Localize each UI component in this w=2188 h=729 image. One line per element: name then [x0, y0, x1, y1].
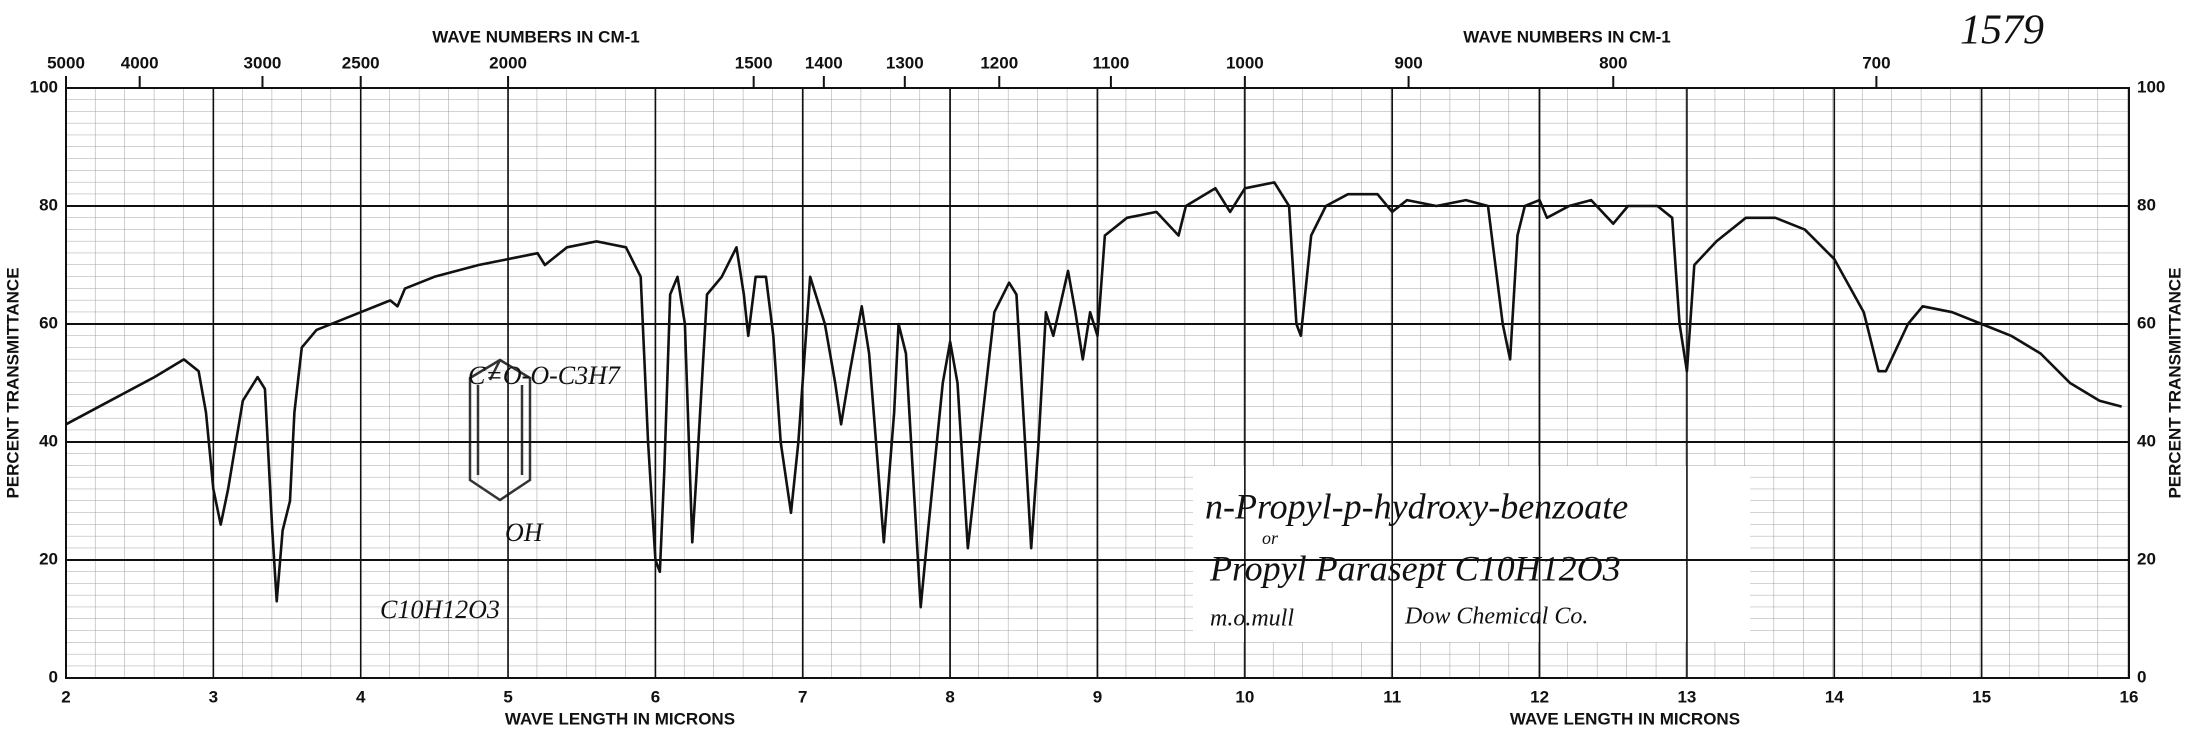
- structure-label: C10H12O3: [380, 595, 500, 624]
- x-tick-label: 12: [1530, 687, 1549, 706]
- x-tick-label: 6: [651, 687, 660, 706]
- annotation: Propyl Parasept C10H12O3: [1209, 548, 1621, 588]
- y-tick-label: 0: [49, 667, 58, 686]
- x2-tick-label: 1500: [735, 53, 773, 72]
- annotation: n-Propyl-p-hydroxy-benzoate: [1205, 486, 1628, 526]
- x2-tick-label: 800: [1599, 53, 1627, 72]
- x2-tick-label: 2500: [342, 53, 380, 72]
- structure: C=O-O-C3H7 OH C10H12O3: [380, 358, 621, 624]
- x-axis-label: WAVE LENGTH IN MICRONS: [505, 709, 735, 728]
- x2-tick-label: 1000: [1226, 53, 1264, 72]
- y2-tick-label: 0: [2137, 667, 2146, 686]
- x2-axis-label: WAVE NUMBERS IN CM-1: [1463, 27, 1670, 46]
- x-tick-label: 14: [1825, 687, 1844, 706]
- x2-tick-label: 3000: [244, 53, 282, 72]
- x2-axis-label: WAVE NUMBERS IN CM-1: [432, 27, 639, 46]
- structure-label: OH: [505, 518, 544, 547]
- y2-tick-label: 40: [2137, 431, 2156, 450]
- annotation: m.o.mull: [1210, 606, 1294, 632]
- annotation: Dow Chemical Co.: [1404, 604, 1588, 630]
- x-axis-label: WAVE LENGTH IN MICRONS: [1510, 709, 1740, 728]
- spectrum-line: [65, 181, 2122, 609]
- x-tick-label: 7: [798, 687, 807, 706]
- benzene-ring: [468, 358, 532, 502]
- x2-tick-label: 2000: [489, 53, 527, 72]
- y-tick-label: 100: [30, 77, 58, 96]
- x-tick-label: 16: [2120, 687, 2139, 706]
- structure-label: C=O-O-C3H7: [468, 361, 621, 390]
- x-tick-label: 10: [1235, 687, 1254, 706]
- annotation-background: [1193, 466, 1750, 642]
- x-tick-label: 9: [1093, 687, 1102, 706]
- annotation: or: [1262, 528, 1279, 548]
- x2-tick-label: 5000: [47, 53, 85, 72]
- y-tick-label: 60: [39, 313, 58, 332]
- x-tick-label: 5: [503, 687, 512, 706]
- annotation-box: n-Propyl-p-hydroxy-benzoate or Propyl Pa…: [1193, 466, 1750, 642]
- y-tick-label: 40: [39, 431, 58, 450]
- sheet-number: 1579: [1960, 8, 2044, 54]
- x2-tick-label: 1300: [886, 53, 924, 72]
- x-tick-label: 4: [356, 687, 366, 706]
- y-tick-label: 20: [39, 549, 58, 568]
- y2-tick-label: 60: [2137, 313, 2156, 332]
- x-tick-label: 3: [209, 687, 218, 706]
- y2-tick-label: 100: [2137, 77, 2165, 96]
- x-tick-label: 15: [1972, 687, 1991, 706]
- x2-tick-label: 4000: [121, 53, 159, 72]
- y2-tick-label: 80: [2137, 195, 2156, 214]
- x2-tick-label: 900: [1394, 53, 1422, 72]
- x-tick-label: 2: [61, 687, 70, 706]
- x2-tick-label: 1200: [980, 53, 1018, 72]
- y-axis-label: PERCENT TRANSMITTANCE: [2165, 267, 2184, 498]
- x-tick-label: 13: [1677, 687, 1696, 706]
- x-tick-label: 8: [945, 687, 954, 706]
- x2-tick-label: 1100: [1092, 53, 1129, 72]
- x-tick-label: 11: [1383, 687, 1401, 706]
- y-tick-label: 80: [39, 195, 58, 214]
- x2-tick-label: 1400: [805, 53, 843, 72]
- y-axis-label: PERCENT TRANSMITTANCE: [3, 267, 22, 498]
- x2-tick-label: 700: [1862, 53, 1890, 72]
- y2-tick-label: 20: [2137, 549, 2156, 568]
